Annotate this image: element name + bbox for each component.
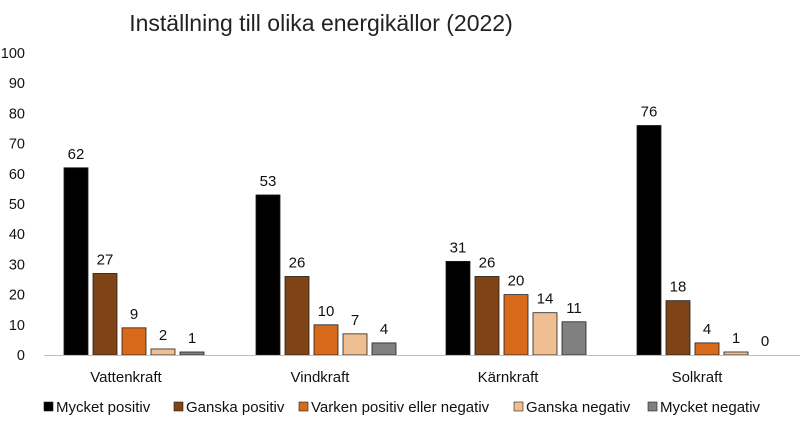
bar-kärnkraft-4 xyxy=(561,321,587,356)
y-tick-label: 100 xyxy=(1,46,25,62)
x-axis-categories: Vattenkraft Vindkraft Kärnkraft Solkraft xyxy=(90,369,723,386)
legend: Mycket positiv Ganska positiv Varken posit… xyxy=(43,399,761,416)
bar-vindkraft-0 xyxy=(255,194,281,356)
data-label: 4 xyxy=(703,321,711,338)
bar-kärnkraft-2 xyxy=(503,294,529,356)
data-label: 26 xyxy=(479,254,496,271)
bar-vattenkraft-1 xyxy=(92,273,118,356)
bar-solkraft-0 xyxy=(636,125,662,356)
y-tick-label: 80 xyxy=(9,106,25,122)
y-tick-label: 0 xyxy=(17,348,25,364)
y-tick-label: 30 xyxy=(9,257,25,273)
bar-vindkraft-4 xyxy=(371,342,397,356)
y-tick-label: 70 xyxy=(9,137,25,153)
legend-swatch xyxy=(513,401,524,412)
bar-vattenkraft-4 xyxy=(179,351,205,356)
bar-vindkraft-3 xyxy=(342,333,368,356)
legend-swatch xyxy=(298,401,309,412)
data-label: 26 xyxy=(289,254,306,271)
y-axis-ticks: 0 10 20 30 40 50 60 70 80 90 100 xyxy=(1,46,25,364)
data-label: 1 xyxy=(732,330,740,347)
bar-vindkraft-1 xyxy=(284,276,310,356)
y-tick-label: 90 xyxy=(9,76,25,92)
bar-kärnkraft-1 xyxy=(474,276,500,356)
data-label: 4 xyxy=(380,321,388,338)
bar-vattenkraft-2 xyxy=(121,327,147,356)
data-label: 1 xyxy=(188,330,196,347)
data-label: 18 xyxy=(670,279,687,296)
bar-solkraft-1 xyxy=(665,300,691,356)
data-label: 0 xyxy=(761,333,769,350)
chart-title: Inställning till olika energikällor (202… xyxy=(129,10,513,36)
legend-label: Mycket negativ xyxy=(660,399,761,416)
data-label: 7 xyxy=(351,312,359,329)
bar-kärnkraft-3 xyxy=(532,312,558,356)
bar-solkraft-3 xyxy=(723,351,749,356)
bar-vattenkraft-0 xyxy=(63,167,89,356)
data-label: 20 xyxy=(508,273,525,290)
x-category-label: Solkraft xyxy=(672,369,724,386)
y-tick-label: 60 xyxy=(9,167,25,183)
y-tick-label: 20 xyxy=(9,288,25,304)
y-tick-label: 10 xyxy=(9,318,25,334)
y-tick-label: 50 xyxy=(9,197,25,213)
legend-label: Mycket positiv xyxy=(56,399,151,416)
legend-label: Varken positiv eller negativ xyxy=(311,399,490,416)
bar-series-group xyxy=(63,125,749,356)
data-label: 27 xyxy=(97,251,114,268)
data-label: 14 xyxy=(537,291,554,308)
y-tick-label: 40 xyxy=(9,227,25,243)
bar-vattenkraft-3 xyxy=(150,348,176,356)
data-label: 2 xyxy=(159,327,167,344)
data-label: 10 xyxy=(318,303,335,320)
bar-solkraft-2 xyxy=(694,342,720,356)
data-label: 53 xyxy=(260,173,277,190)
legend-swatch xyxy=(173,401,184,412)
legend-swatch xyxy=(43,401,54,412)
bar-vindkraft-2 xyxy=(313,324,339,356)
x-category-label: Vindkraft xyxy=(291,369,351,386)
data-label: 11 xyxy=(566,300,582,317)
legend-swatch xyxy=(647,401,658,412)
x-category-label: Vattenkraft xyxy=(90,369,162,386)
x-category-label: Kärnkraft xyxy=(478,369,540,386)
data-label: 76 xyxy=(641,103,658,120)
data-label: 31 xyxy=(450,239,467,256)
bar-kärnkraft-0 xyxy=(445,260,471,356)
data-label: 62 xyxy=(68,146,85,163)
data-label: 9 xyxy=(130,306,138,323)
legend-label: Ganska negativ xyxy=(526,399,631,416)
legend-label: Ganska positiv xyxy=(186,399,285,416)
